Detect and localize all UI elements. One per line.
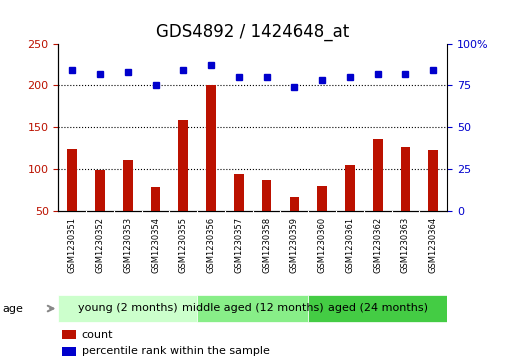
Text: GSM1230355: GSM1230355 [179, 217, 188, 273]
Bar [62, 330, 76, 339]
Bar [151, 187, 161, 252]
Bar [234, 174, 244, 252]
Text: GSM1230357: GSM1230357 [234, 217, 243, 273]
Bar [206, 85, 216, 252]
Bar [345, 165, 355, 252]
Text: GSM1230359: GSM1230359 [290, 217, 299, 273]
Bar [262, 180, 271, 252]
Bar [290, 197, 299, 252]
Text: aged (24 months): aged (24 months) [328, 303, 428, 313]
Bar [178, 119, 188, 252]
Text: GSM1230353: GSM1230353 [123, 217, 132, 273]
Text: GSM1230356: GSM1230356 [207, 217, 215, 273]
Bar [95, 170, 105, 252]
Text: GSM1230364: GSM1230364 [429, 217, 438, 273]
Bar [68, 149, 77, 252]
Text: GSM1230363: GSM1230363 [401, 217, 410, 273]
Text: age: age [3, 303, 23, 314]
Text: middle aged (12 months): middle aged (12 months) [182, 303, 324, 313]
Bar [400, 147, 410, 252]
Bar [58, 295, 197, 322]
Text: GSM1230352: GSM1230352 [96, 217, 105, 273]
Text: GSM1230351: GSM1230351 [68, 217, 77, 273]
Text: GSM1230358: GSM1230358 [262, 217, 271, 273]
Bar [428, 150, 438, 252]
Bar [123, 160, 133, 252]
Bar [373, 139, 383, 252]
Text: percentile rank within the sample: percentile rank within the sample [82, 346, 270, 356]
Text: GSM1230362: GSM1230362 [373, 217, 382, 273]
Bar [62, 347, 76, 356]
Text: GSM1230354: GSM1230354 [151, 217, 160, 273]
Text: GSM1230361: GSM1230361 [345, 217, 355, 273]
Text: count: count [82, 330, 113, 340]
Bar [308, 295, 447, 322]
Text: GSM1230360: GSM1230360 [318, 217, 327, 273]
Text: young (2 months): young (2 months) [78, 303, 178, 313]
Bar [197, 295, 308, 322]
Title: GDS4892 / 1424648_at: GDS4892 / 1424648_at [156, 23, 350, 41]
Bar [318, 186, 327, 252]
